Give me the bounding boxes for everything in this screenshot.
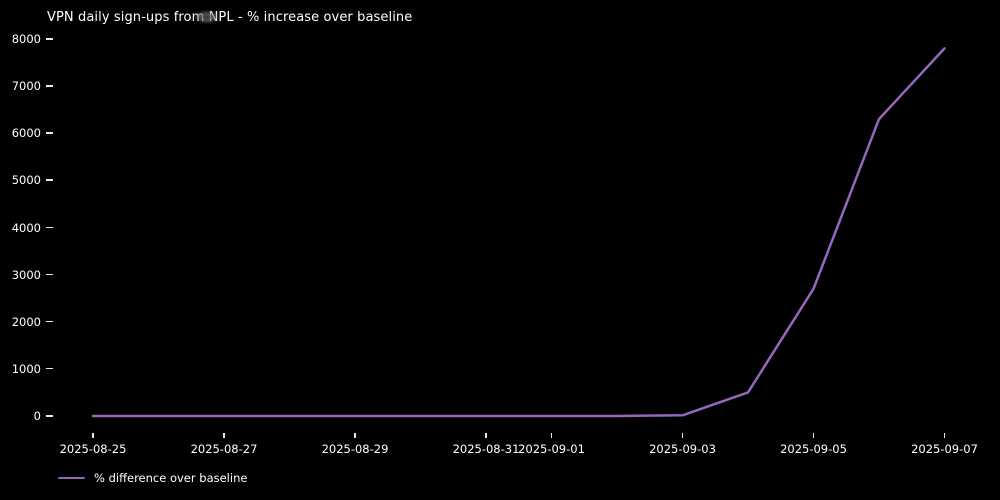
- y-axis-tick-mark: [46, 226, 53, 229]
- x-axis-tick-label: 2025-08-29: [321, 442, 389, 456]
- y-axis-tick-label: 7000: [11, 79, 41, 94]
- legend-label: % difference over baseline: [94, 471, 248, 485]
- y-axis-tick-mark: [46, 85, 53, 87]
- x-axis-tick-label: 2025-09-07: [911, 442, 978, 456]
- y-axis-tick-mark: [46, 38, 53, 40]
- y-axis-tick-mark: [46, 132, 53, 134]
- x-axis-tick-label: 2025-08-25: [59, 442, 127, 456]
- y-axis-tick-mark: [46, 179, 53, 181]
- x-axis-tick-label: 2025-09-01: [518, 442, 585, 456]
- y-axis-tick-label: 2000: [11, 314, 41, 329]
- y-axis-tick-mark: [46, 415, 53, 417]
- x-axis-tick-label: 2025-08-31: [452, 442, 520, 456]
- y-axis-tick-label: 0: [33, 409, 41, 423]
- y-axis-tick-mark: [46, 273, 53, 276]
- y-axis-tick-label: 3000: [11, 267, 41, 282]
- x-axis-tick-mark: [550, 433, 553, 438]
- legend-line-swatch: [58, 476, 85, 480]
- x-axis-tick-mark: [354, 433, 356, 438]
- x-axis-tick-mark: [485, 433, 487, 438]
- y-axis-tick-mark: [46, 367, 53, 370]
- y-axis-tick-label: 1000: [11, 361, 41, 376]
- x-axis-tick-mark: [812, 433, 815, 438]
- chart-title: VPN daily sign-ups from NPL - % increase…: [47, 10, 413, 25]
- x-axis-tick-mark: [943, 433, 946, 438]
- x-axis-tick-mark: [92, 433, 94, 438]
- y-axis-tick-label: 5000: [11, 173, 41, 188]
- x-axis-tick-label: 2025-09-05: [780, 442, 847, 456]
- y-axis-tick-mark: [46, 320, 53, 323]
- x-axis-tick-mark: [681, 433, 684, 438]
- y-axis-tick-label: 4000: [11, 220, 41, 235]
- y-axis-tick-label: 6000: [11, 126, 41, 141]
- x-axis-tick-mark: [223, 433, 225, 438]
- x-axis-tick-label: 2025-08-27: [190, 442, 258, 456]
- x-axis-tick-label: 2025-09-03: [649, 442, 716, 456]
- data-line-series: [91, 47, 946, 418]
- y-axis-tick-label: 8000: [11, 32, 41, 46]
- legend: % difference over baseline: [58, 471, 247, 485]
